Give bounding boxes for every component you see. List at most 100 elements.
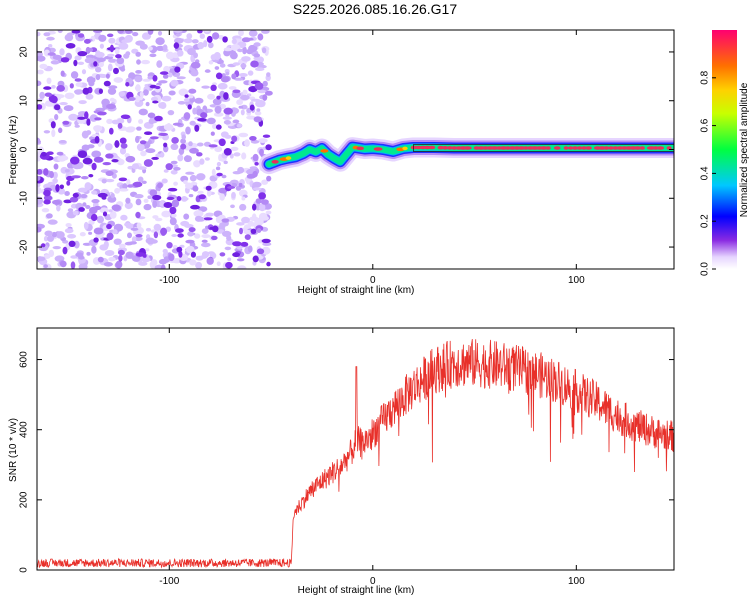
noise-blob-strong [84,38,91,44]
noise-blob [47,219,58,225]
noise-blob [70,255,78,259]
noise-blob-strong [171,137,179,144]
noise-blob [124,34,133,43]
noise-blob [230,51,238,60]
noise-blob-strong [71,175,81,179]
noise-blob [124,201,133,210]
noise-blob-strong [252,203,257,211]
noise-blob-strong [253,116,262,123]
snr-series-line [37,339,674,569]
noise-blob-strong [183,112,191,120]
noise-blob [242,46,247,55]
noise-blob [248,44,258,52]
noise-blob [173,30,183,33]
noise-blob [143,198,149,203]
noise-blob [37,155,41,162]
track-core [545,146,551,150]
snr-x-axis-label: Height of straight line (km) [298,585,415,596]
noise-blob [111,119,121,125]
noise-blob [38,244,49,252]
noise-blob [256,108,261,112]
noise-blob [237,48,244,53]
noise-blob-strong [59,184,64,190]
noise-blob [52,178,58,184]
noise-blob [149,260,156,269]
track-core [373,147,383,151]
noise-blob [64,33,74,42]
noise-blob-strong [82,87,90,95]
noise-blob-strong [249,136,257,141]
noise-blob-strong [89,206,98,214]
noise-blob [170,143,179,150]
noise-blob [86,251,91,256]
noise-blob [118,188,129,192]
noise-blob [43,254,51,259]
noise-blob [108,257,116,262]
noise-blob [143,89,149,96]
noise-blob-strong [160,229,166,236]
noise-blob [91,199,100,204]
noise-blob-strong [128,96,136,101]
track-core [639,146,645,150]
noise-blob [37,186,42,195]
noise-blob [253,42,261,47]
noise-blob-strong [190,251,196,258]
snr-panel: -100 0 100 0 200 400 600 Height of straight li… [8,327,675,596]
noise-blob-strong [102,162,112,166]
noise-blob [265,210,272,215]
noise-blob-strong [93,156,104,163]
noise-blob [177,49,184,57]
noise-blob [173,166,181,171]
noise-blob [253,56,261,61]
noise-blob [136,59,141,65]
noise-blob-strong [143,159,153,167]
noise-blob [190,70,199,77]
noise-blob-strong [88,47,93,52]
noise-blob [107,63,113,72]
noise-blob [81,130,89,139]
noise-blob [244,139,250,147]
noise-blob [135,135,140,144]
noise-blob [112,229,118,235]
noise-blob [48,249,55,257]
noise-blob-strong [50,121,56,129]
noise-blob-strong [106,103,116,110]
noise-blob [75,91,82,95]
noise-blob [46,36,55,41]
noise-blob [155,37,165,45]
noise-blob [125,51,131,56]
noise-blob-strong [93,30,103,33]
noise-blob [212,98,222,106]
noise-blob [171,234,178,237]
noise-blob [118,42,129,50]
noise-blob [59,48,65,56]
noise-blob [199,158,205,165]
noise-blob-strong [40,151,47,157]
noise-blob-strong [113,67,119,75]
noise-blob [224,134,232,139]
noise-blob [148,46,153,51]
noise-blob [194,97,204,104]
noise-blob [186,33,193,40]
noise-blob [88,231,93,235]
noise-blob-strong [81,176,89,180]
noise-blob [52,54,62,61]
noise-blob [145,227,152,232]
noise-blob-strong [62,120,70,125]
noise-blob-strong [249,104,255,111]
noise-blob [67,234,77,239]
noise-blob [135,51,141,57]
noise-blob-strong [159,71,169,75]
noise-blob [122,183,128,190]
noise-blob [201,85,210,89]
noise-blob [37,55,46,62]
noise-blob-strong [187,104,192,110]
noise-blob [68,113,79,121]
noise-blob [104,250,115,256]
noise-blob-strong [65,43,76,49]
noise-blob [152,200,158,208]
noise-blob-strong [225,261,233,269]
noise-blob [145,101,150,107]
noise-blob [255,67,265,71]
noise-blob [85,205,91,209]
